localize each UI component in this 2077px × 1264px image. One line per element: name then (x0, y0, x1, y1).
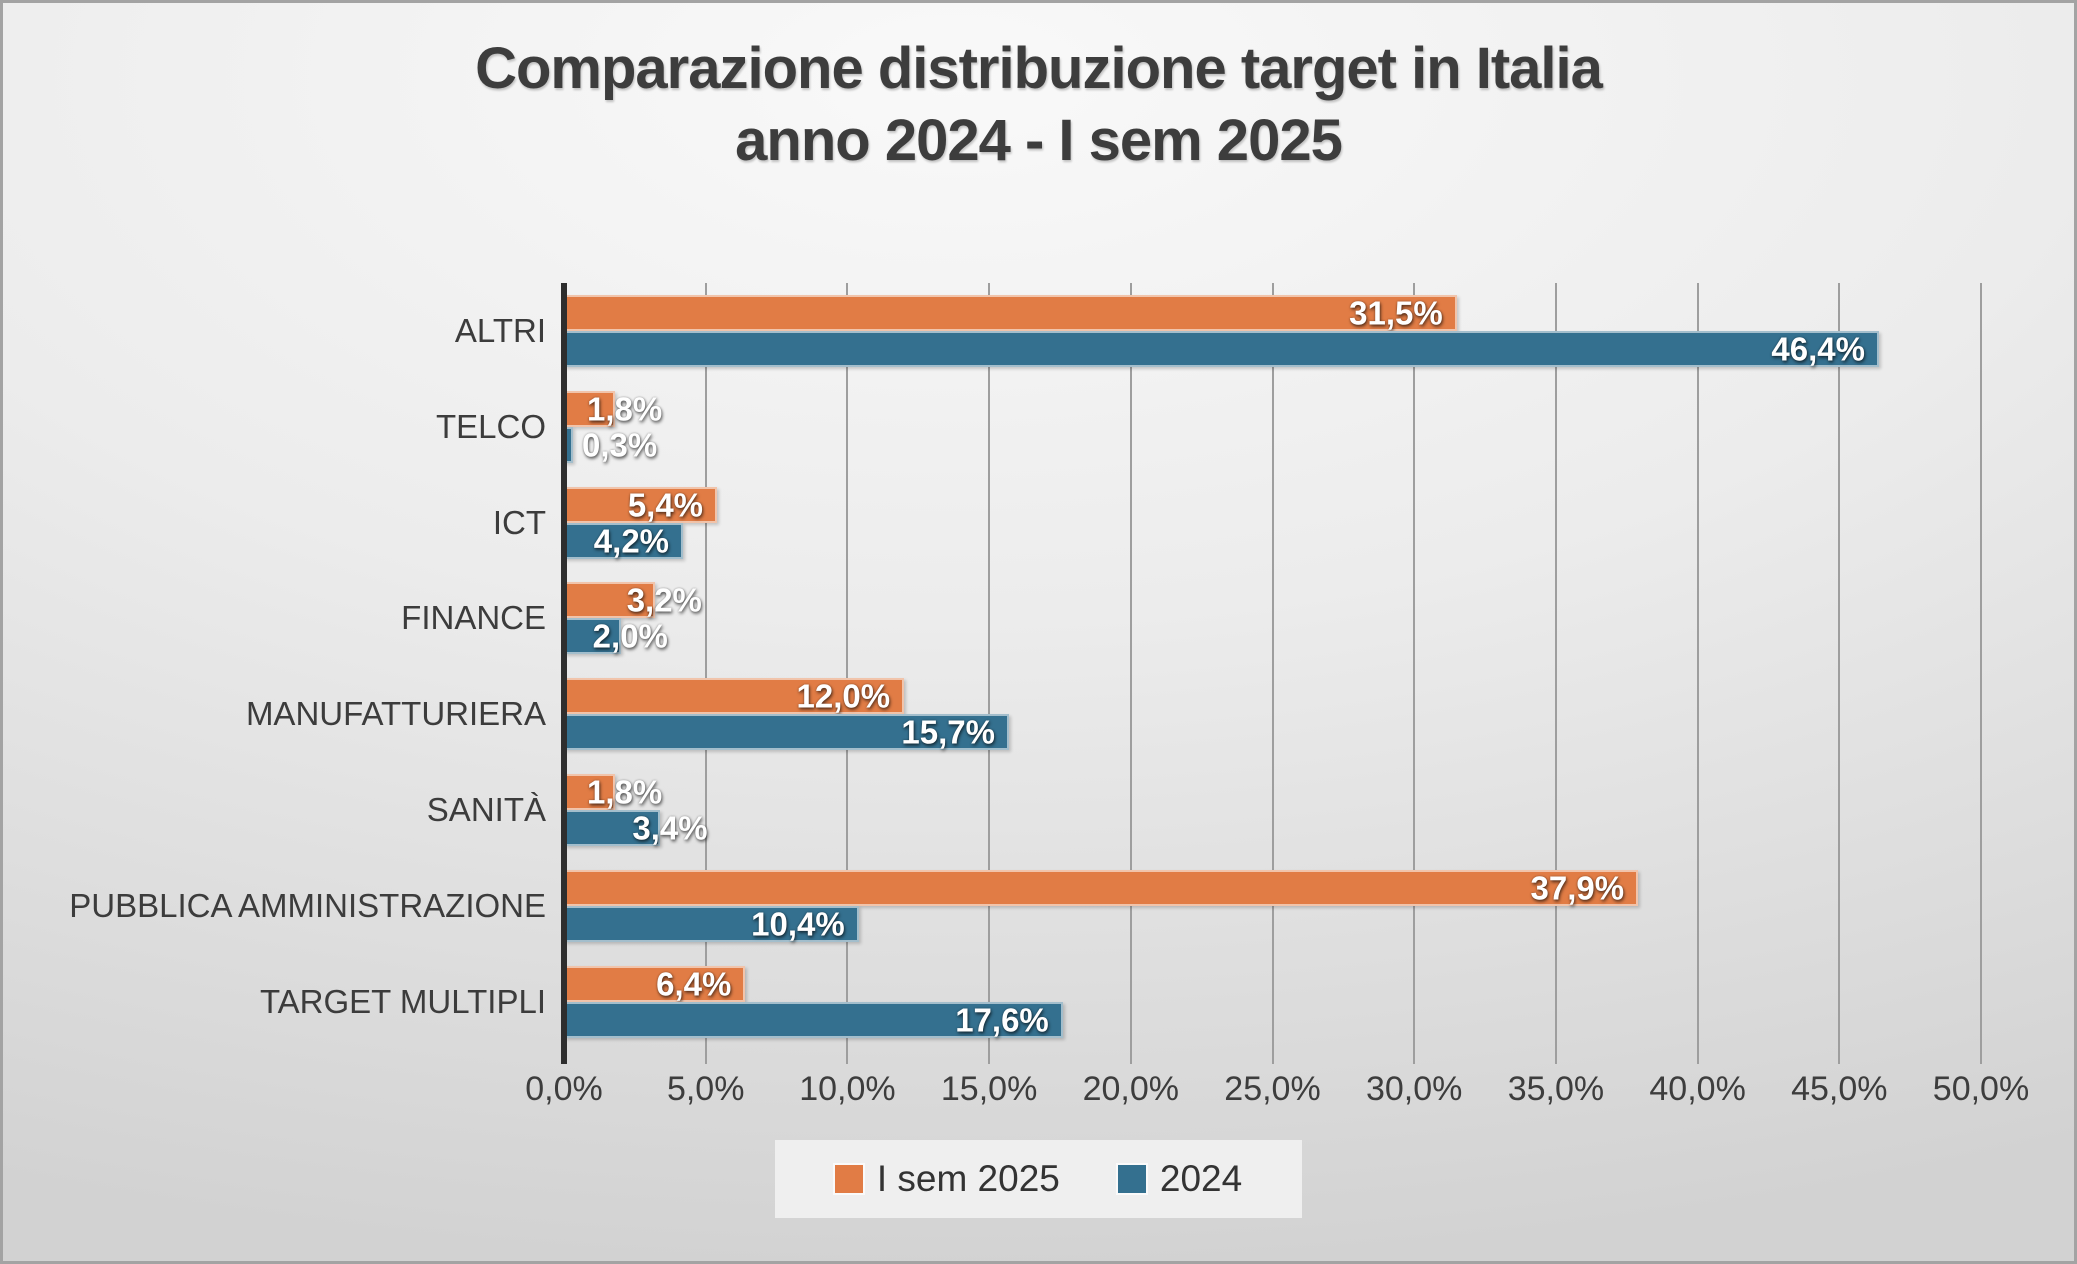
data-label-2024-altri: 46,4% (1771, 330, 1865, 368)
bar-row-altri: 31,5% 46,4% (564, 283, 1981, 379)
bar-row-target-multipli: 6,4% 17,6% (564, 954, 1981, 1050)
legend-row: I sem 2025 2024 (3, 1139, 2074, 1218)
data-label-2024-pubblica-amministrazione: 10,4% (751, 905, 845, 943)
data-label-i-sem-2025-telco: 1,8% (587, 390, 663, 428)
bar-2024-pubblica-amministrazione: 10,4% (564, 906, 859, 942)
category-axis-labels: ALTRI TELCO ICT FINANCE MANUFATTURIERA SANITÀ… (3, 283, 564, 1050)
gridline-50 (1980, 282, 1982, 1064)
bar-i-sem-2025-sanit: 1,8% (564, 774, 662, 811)
data-label-i-sem-2025-finance: 3,2% (626, 581, 702, 619)
xtick-label-15: 15,0% (940, 1069, 1038, 1108)
bar-2024-telco: 0,3% (564, 426, 657, 463)
chart-title-line-2: anno 2024 - I sem 2025 (735, 107, 1343, 173)
gridline-5 (704, 282, 707, 1064)
value-axis-labels: 0,0% 5,0% 10,0% 15,0% 20,0% 25,0% 30,0% 35,0% 40… (525, 1069, 2029, 1116)
legend-swatch-i-sem-2025 (834, 1164, 863, 1193)
xtick-label-25: 25,0% (1224, 1069, 1321, 1108)
xtick-label-10: 10,0% (799, 1069, 896, 1108)
bar-row-finance: 3,2% 2,0% (564, 570, 1981, 666)
bar-row-sanit: 1,8% 3,4% (564, 762, 1981, 858)
data-label-2024-manufatturiera: 15,7% (901, 713, 995, 751)
gridline-25 (1271, 282, 1274, 1064)
bar-row-pubblica-amministrazione: 37,9% 10,4% (564, 858, 1981, 954)
bar-i-sem-2025-pubblica-amministrazione: 37,9% (564, 869, 1639, 907)
gridline-10 (846, 282, 849, 1064)
gridline-15 (988, 282, 991, 1064)
bar-2024-sanit: 3,4% (564, 810, 708, 847)
gridline-40 (1696, 282, 1699, 1064)
bar-i-sem-2025-altri: 31,5% (564, 294, 1457, 332)
xtick-label-40: 40,0% (1649, 1069, 1746, 1108)
xtick-label-45: 45,0% (1791, 1069, 1888, 1108)
bar-i-sem-2025-finance: 3,2% (564, 582, 702, 619)
legend-label-2024: 2024 (1159, 1157, 1243, 1199)
gridline-45 (1838, 282, 1841, 1064)
data-label-2024-telco: 0,3% (582, 426, 658, 464)
legend-item-i-sem-2025: I sem 2025 (834, 1157, 1060, 1200)
xtick-label-30: 30,0% (1365, 1069, 1463, 1108)
category-label-finance: FINANCE (401, 599, 546, 637)
xtick-label-5: 5,0% (666, 1069, 745, 1108)
xtick-label-50: 50,0% (1932, 1069, 2030, 1108)
category-label-target-multipli: TARGET MULTIPLI (259, 982, 546, 1020)
category-axis-line (561, 282, 567, 1064)
legend-label-i-sem-2025: I sem 2025 (876, 1157, 1060, 1199)
chart-title: Comparazione distribuzione target in Ita… (3, 33, 2074, 177)
data-label-i-sem-2025-sanit: 1,8% (587, 773, 663, 811)
bar-i-sem-2025-target-multipli: 6,4% (564, 965, 746, 1003)
category-label-pubblica-amministrazione: PUBBLICA AMMINISTRAZIONE (69, 887, 546, 924)
category-label-telco: TELCO (435, 407, 546, 445)
gridline-30 (1413, 282, 1416, 1064)
data-label-2024-ict: 4,2% (593, 522, 670, 559)
bar-i-sem-2025-telco: 1,8% (564, 390, 662, 427)
bar-row-manufatturiera: 12,0% 15,7% (564, 666, 1981, 762)
bar-i-sem-2025-manufatturiera: 12,0% (564, 677, 905, 715)
chart-title-line-1: Comparazione distribuzione target in Ita… (475, 36, 1603, 101)
legend-swatch-2024 (1117, 1164, 1146, 1193)
xtick-label-35: 35,0% (1507, 1069, 1605, 1108)
category-label-sanit: SANITÀ (426, 791, 546, 829)
category-label-altri: ALTRI (454, 311, 546, 349)
xtick-label-20: 20,0% (1082, 1069, 1179, 1108)
data-label-i-sem-2025-altri: 31,5% (1349, 294, 1443, 332)
data-label-i-sem-2025-target-multipli: 6,4% (656, 965, 732, 1003)
xtick-label-0: 0,0% (525, 1069, 603, 1108)
data-label-i-sem-2025-ict: 5,4% (627, 486, 704, 523)
bar-i-sem-2025-ict: 5,4% (564, 486, 718, 523)
bar-2024-altri: 46,4% (564, 330, 1879, 368)
data-label-2024-finance: 2,0% (592, 617, 668, 655)
bar-2024-manufatturiera: 15,7% (564, 713, 1009, 751)
bar-2024-finance: 2,0% (564, 618, 668, 655)
category-label-manufatturiera: MANUFATTURIERA (245, 695, 546, 733)
data-label-2024-sanit: 3,4% (632, 809, 708, 847)
gridline-35 (1554, 282, 1557, 1064)
bar-2024-target-multipli: 17,6% (564, 1001, 1063, 1039)
data-label-i-sem-2025-pubblica-amministrazione: 37,9% (1530, 869, 1625, 907)
bar-2024-ict: 4,2% (564, 522, 684, 559)
data-label-2024-target-multipli: 17,6% (955, 1001, 1049, 1039)
data-label-i-sem-2025-manufatturiera: 12,0% (796, 677, 891, 715)
category-label-ict: ICT (492, 503, 546, 541)
bar-row-telco: 1,8% 0,3% (564, 379, 1981, 475)
legend-item-2024: 2024 (1117, 1157, 1243, 1200)
legend: I sem 2025 2024 (774, 1139, 1303, 1218)
plot-wrapper: ALTRI TELCO ICT FINANCE MANUFATTURIERA SANITÀ… (3, 282, 2074, 1064)
bar-row-ict: 5,4% 4,2% (564, 475, 1981, 571)
plot-area: 31,5% 46,4% 1,8% 0,3% 5,4% 4,2% 3,2% 2,0% 12,0% 1… (561, 282, 1982, 1064)
gridline-20 (1129, 282, 1132, 1064)
